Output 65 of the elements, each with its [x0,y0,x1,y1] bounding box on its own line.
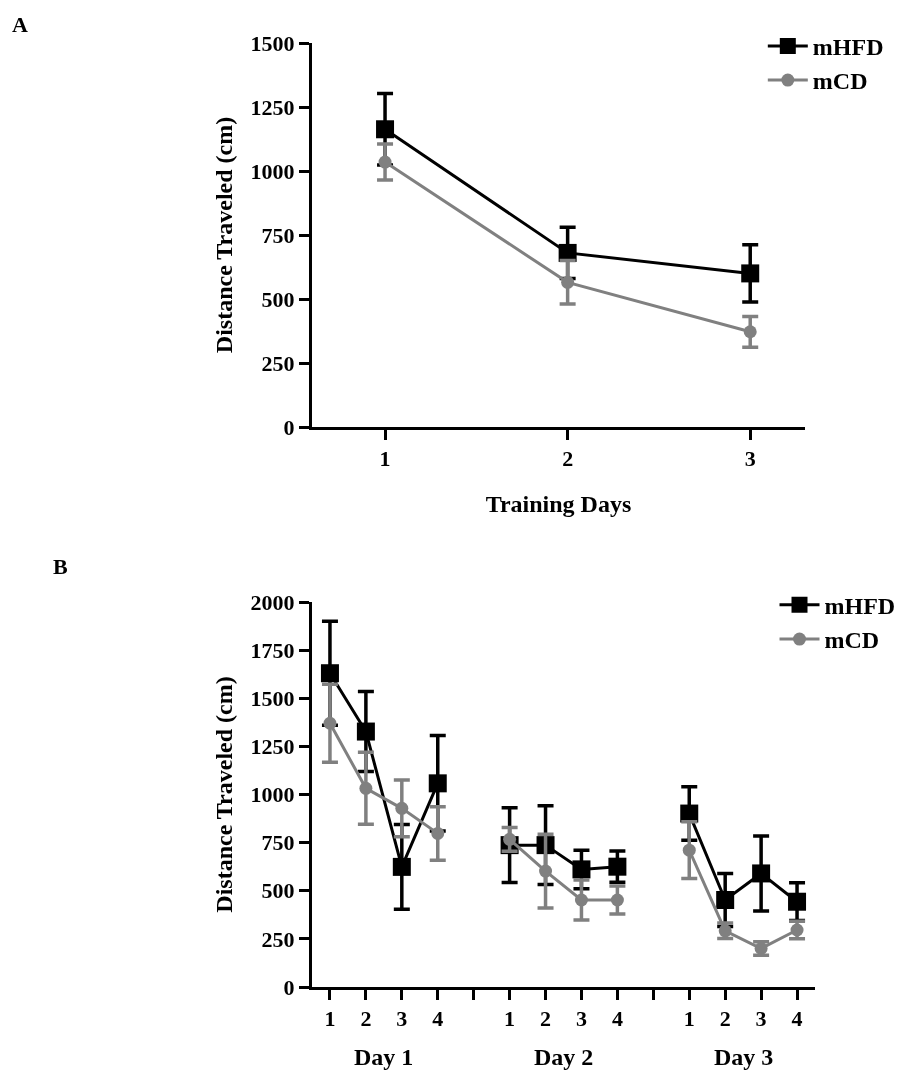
x-tick-label: 4 [611,1006,623,1032]
y-tick-label: 1250 [250,734,295,760]
point [788,892,807,911]
x-axis-title: Training Days [485,490,632,517]
y-tick-label: 750 [261,222,295,248]
y-tick-label: 500 [261,286,295,312]
x-tick-label: 2 [360,1006,372,1032]
point [741,264,760,283]
y-axis-title: Distance Traveled (cm) [210,116,237,354]
y-tick-label: 1000 [250,158,295,184]
point [752,864,771,883]
point [392,857,411,876]
point [356,722,375,741]
x-tick-label: 3 [744,446,756,472]
point [323,716,337,730]
x-tick-label: 4 [791,1006,803,1032]
x-tick-label: 4 [432,1006,444,1032]
y-tick-label: 1750 [250,637,295,663]
x-tick-label: 1 [379,446,391,472]
legend-label: mCD [812,68,868,95]
y-tick-label: 1500 [250,30,295,56]
y-tick-label: 2000 [250,589,295,615]
y-tick-label: 0 [283,974,295,1000]
legend-label: mHFD [824,593,896,620]
y-tick-label: 1250 [250,94,295,120]
x-tick-label: 3 [575,1006,587,1032]
point [561,275,575,289]
x-tick-label: 1 [324,1006,336,1032]
x-tick-label: 1 [504,1006,516,1032]
point [608,857,627,876]
point [431,826,445,840]
text: A [12,12,28,37]
y-tick-label: 500 [261,878,295,904]
x-tick-label: 3 [396,1006,408,1032]
x-tick-label: 2 [540,1006,552,1032]
y-axis-title: Distance Traveled (cm) [210,676,237,913]
x-tick-label: 1 [683,1006,695,1032]
y-tick-label: 750 [261,830,295,856]
point [574,893,588,907]
point [428,774,447,793]
x-tick-label: 2 [562,446,574,472]
point [395,801,409,815]
y-tick-label: 250 [261,350,295,376]
y-tick-label: 1000 [250,782,295,808]
x-tick-label: 3 [755,1006,767,1032]
point [572,860,591,879]
text: Day 1 [354,1044,414,1070]
point [376,120,395,139]
legend-label: mHFD [812,34,884,61]
text: B [53,554,68,579]
point [682,843,696,857]
y-tick-label: 0 [283,414,295,440]
x-tick-label: 2 [719,1006,731,1032]
point [539,864,553,878]
point [320,664,339,683]
point [716,890,735,909]
point [359,781,373,795]
y-tick-label: 1500 [250,685,295,711]
text: Day 2 [534,1044,594,1070]
y-tick-label: 250 [261,926,295,952]
point [743,325,757,339]
text: Day 3 [714,1044,774,1070]
legend-label: mCD [824,627,880,654]
point [378,155,392,169]
point [610,893,624,907]
